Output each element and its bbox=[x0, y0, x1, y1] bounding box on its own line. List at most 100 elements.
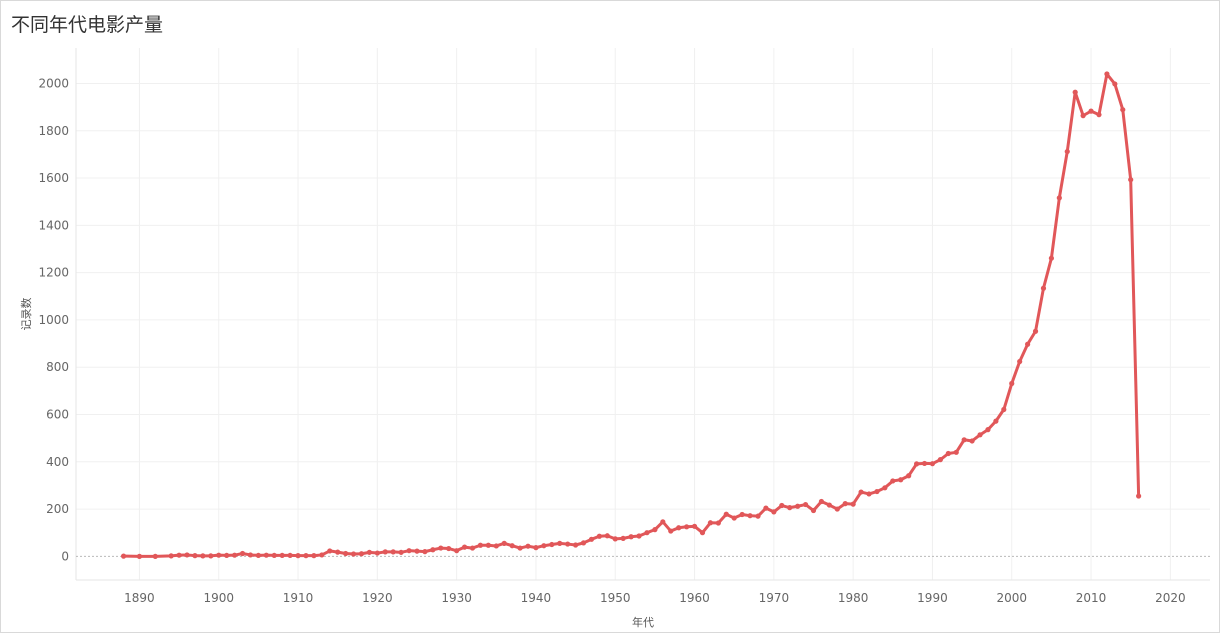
data-point[interactable] bbox=[620, 535, 626, 541]
data-point[interactable] bbox=[216, 552, 222, 558]
data-point[interactable] bbox=[993, 418, 999, 424]
data-point[interactable] bbox=[977, 432, 983, 438]
data-point[interactable] bbox=[826, 502, 832, 508]
data-point[interactable] bbox=[509, 543, 515, 549]
data-point[interactable] bbox=[414, 548, 420, 554]
data-point[interactable] bbox=[691, 523, 698, 529]
data-point[interactable] bbox=[937, 457, 943, 463]
data-point[interactable] bbox=[493, 543, 499, 549]
data-point[interactable] bbox=[961, 437, 967, 443]
data-point[interactable] bbox=[715, 520, 721, 526]
data-point[interactable] bbox=[541, 543, 547, 549]
data-point[interactable] bbox=[596, 533, 602, 539]
data-point[interactable] bbox=[913, 461, 920, 467]
data-point[interactable] bbox=[1017, 358, 1023, 365]
data-point[interactable] bbox=[517, 545, 523, 551]
data-point[interactable] bbox=[136, 553, 143, 559]
data-point[interactable] bbox=[327, 548, 333, 554]
data-point[interactable] bbox=[184, 552, 190, 558]
data-point[interactable] bbox=[295, 553, 301, 559]
data-point[interactable] bbox=[446, 545, 452, 552]
data-point[interactable] bbox=[1088, 108, 1094, 114]
data-point[interactable] bbox=[795, 503, 801, 509]
data-point[interactable] bbox=[699, 530, 706, 536]
data-point[interactable] bbox=[866, 491, 872, 497]
data-point[interactable] bbox=[636, 533, 642, 539]
data-point[interactable] bbox=[612, 536, 618, 542]
data-point[interactable] bbox=[755, 513, 761, 519]
data-point[interactable] bbox=[1096, 112, 1102, 118]
data-point[interactable] bbox=[477, 542, 484, 548]
data-point[interactable] bbox=[723, 511, 729, 517]
data-point[interactable] bbox=[779, 502, 785, 509]
data-point[interactable] bbox=[366, 549, 373, 555]
data-point[interactable] bbox=[287, 552, 293, 559]
data-point[interactable] bbox=[350, 551, 357, 557]
data-point[interactable] bbox=[1128, 177, 1134, 183]
data-point[interactable] bbox=[565, 541, 571, 547]
data-point[interactable] bbox=[1064, 148, 1070, 155]
data-point[interactable] bbox=[644, 530, 650, 536]
data-point[interactable] bbox=[255, 552, 261, 559]
data-point[interactable] bbox=[406, 548, 412, 554]
data-point[interactable] bbox=[192, 553, 198, 559]
data-point[interactable] bbox=[572, 542, 579, 548]
data-point[interactable] bbox=[818, 498, 825, 505]
data-point[interactable] bbox=[668, 528, 674, 534]
data-point[interactable] bbox=[239, 550, 246, 557]
data-point[interactable] bbox=[438, 545, 444, 551]
data-point[interactable] bbox=[224, 552, 230, 559]
data-point[interactable] bbox=[906, 473, 912, 479]
data-point[interactable] bbox=[969, 438, 975, 444]
data-point[interactable] bbox=[588, 536, 595, 542]
data-point[interactable] bbox=[858, 489, 864, 495]
data-point[interactable] bbox=[771, 509, 777, 515]
data-point[interactable] bbox=[898, 477, 904, 483]
data-point[interactable] bbox=[152, 553, 158, 559]
data-point[interactable] bbox=[1072, 89, 1078, 95]
data-point[interactable] bbox=[1080, 113, 1086, 119]
data-point[interactable] bbox=[469, 545, 476, 551]
data-point[interactable] bbox=[343, 550, 349, 557]
data-point[interactable] bbox=[1009, 380, 1015, 387]
data-point[interactable] bbox=[1048, 255, 1054, 261]
data-point[interactable] bbox=[787, 505, 793, 511]
data-point[interactable] bbox=[731, 515, 737, 521]
data-point[interactable] bbox=[430, 547, 436, 553]
data-point[interactable] bbox=[398, 549, 404, 555]
data-point[interactable] bbox=[247, 552, 254, 558]
data-point[interactable] bbox=[739, 511, 745, 518]
data-point[interactable] bbox=[454, 548, 460, 554]
data-point[interactable] bbox=[1032, 328, 1039, 334]
data-point[interactable] bbox=[929, 461, 936, 467]
data-point[interactable] bbox=[747, 513, 753, 519]
data-point[interactable] bbox=[850, 501, 856, 507]
data-point[interactable] bbox=[358, 551, 365, 557]
data-point[interactable] bbox=[176, 552, 182, 558]
data-point[interactable] bbox=[271, 552, 277, 559]
data-point[interactable] bbox=[628, 534, 634, 540]
data-point[interactable] bbox=[208, 553, 214, 559]
data-point[interactable] bbox=[1056, 195, 1062, 201]
data-point[interactable] bbox=[303, 553, 309, 559]
data-point[interactable] bbox=[200, 553, 206, 559]
data-point[interactable] bbox=[676, 525, 682, 531]
data-point[interactable] bbox=[953, 449, 959, 455]
data-point[interactable] bbox=[890, 478, 896, 484]
data-point[interactable] bbox=[1120, 107, 1126, 113]
data-point[interactable] bbox=[707, 520, 714, 526]
data-point[interactable] bbox=[945, 450, 951, 457]
data-point[interactable] bbox=[802, 501, 809, 508]
data-point[interactable] bbox=[232, 552, 238, 558]
data-point[interactable] bbox=[874, 488, 880, 495]
data-point[interactable] bbox=[319, 552, 325, 558]
data-point[interactable] bbox=[374, 550, 380, 556]
data-point[interactable] bbox=[501, 540, 507, 546]
data-point[interactable] bbox=[580, 540, 587, 546]
data-point[interactable] bbox=[461, 544, 468, 550]
data-point[interactable] bbox=[763, 505, 769, 511]
data-point[interactable] bbox=[422, 549, 428, 555]
data-point[interactable] bbox=[263, 552, 269, 558]
data-point[interactable] bbox=[279, 552, 285, 559]
data-point[interactable] bbox=[660, 519, 666, 525]
